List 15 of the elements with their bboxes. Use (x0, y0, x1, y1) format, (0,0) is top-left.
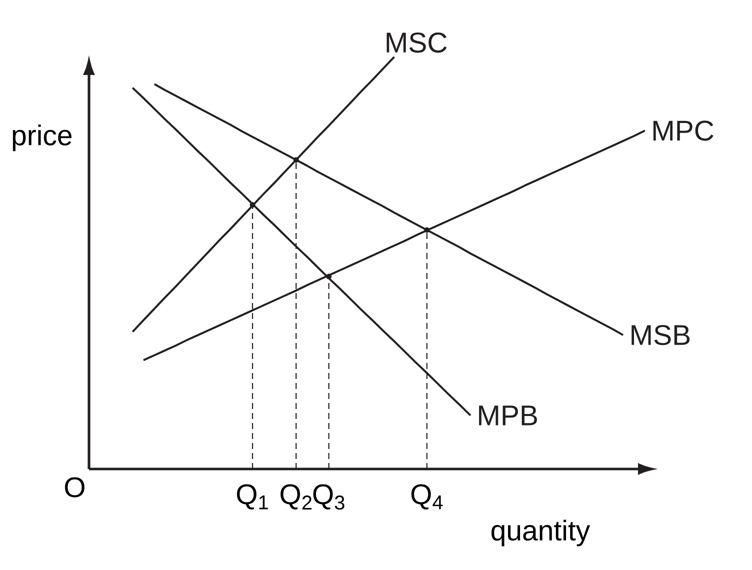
x-tick-label: Q$_{3}$ (313, 484, 344, 510)
point (326, 274, 332, 280)
x-tick-label: Q$_{4}$ (411, 484, 443, 510)
point (250, 202, 256, 208)
x-tick-label: Q$_{2}$ (280, 484, 312, 510)
point (424, 227, 430, 233)
text: O (64, 477, 84, 498)
point (293, 157, 299, 163)
series-label: MSC (386, 32, 447, 53)
x-axis-title: quantity (492, 520, 590, 546)
series-label: MPB (479, 406, 537, 426)
y-axis-title: price (12, 124, 72, 152)
series-label: MSB (632, 324, 690, 346)
series-label: MPC (653, 120, 714, 141)
x-tick-label: Q$_{1}$ (236, 484, 268, 510)
